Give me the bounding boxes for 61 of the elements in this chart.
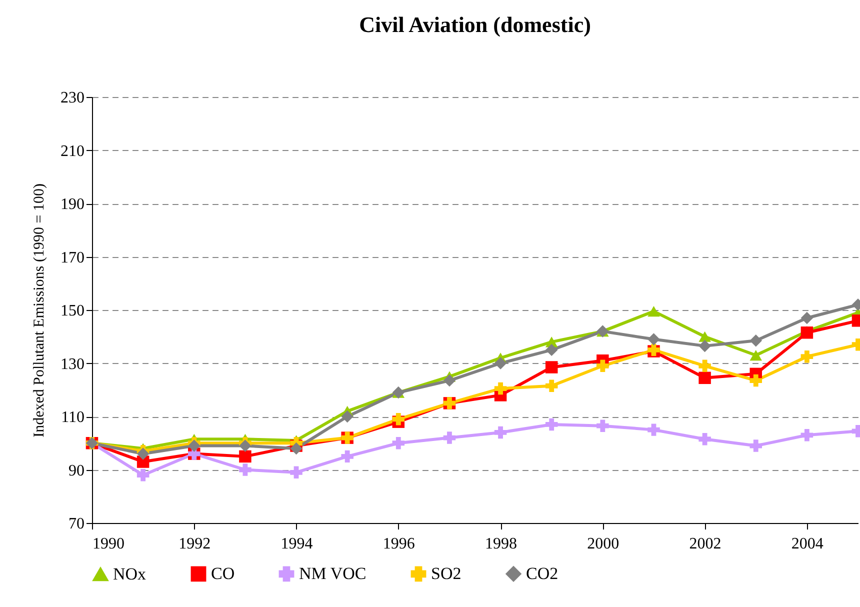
point bbox=[443, 374, 456, 387]
legend-label: CO2 bbox=[526, 564, 558, 583]
point bbox=[750, 334, 762, 347]
point bbox=[800, 350, 814, 363]
y-tick-label: 190 bbox=[60, 196, 84, 213]
point bbox=[136, 468, 150, 482]
point bbox=[494, 357, 507, 370]
point bbox=[392, 413, 405, 426]
y-tick-label: 230 bbox=[60, 90, 84, 106]
y-tick-label: 150 bbox=[60, 302, 84, 320]
point bbox=[648, 306, 660, 317]
point bbox=[545, 418, 558, 431]
legend-label: NM VOC bbox=[299, 564, 366, 583]
point bbox=[648, 333, 660, 346]
point bbox=[698, 331, 711, 342]
x-tick-label: 1992 bbox=[178, 536, 211, 552]
y-tick-label: 70 bbox=[68, 516, 84, 532]
point bbox=[698, 360, 711, 372]
x-tick-label: 1990 bbox=[92, 536, 124, 552]
point bbox=[239, 450, 252, 463]
y-tick-label: 110 bbox=[61, 409, 84, 426]
point bbox=[392, 437, 405, 450]
legend-label: SO2 bbox=[431, 564, 462, 583]
x-tick-label: 1998 bbox=[485, 536, 518, 552]
point bbox=[800, 429, 814, 442]
point bbox=[698, 372, 711, 384]
legend-label: CO bbox=[211, 564, 235, 583]
x-tick-label: 2000 bbox=[587, 536, 620, 552]
y-tick-label: 130 bbox=[60, 356, 84, 373]
point bbox=[494, 382, 507, 395]
point bbox=[239, 464, 252, 476]
chart-title: Civil Aviation (domestic) bbox=[359, 12, 591, 37]
point bbox=[239, 440, 252, 452]
point bbox=[698, 340, 711, 352]
point bbox=[800, 312, 814, 324]
x-tick-label: 1994 bbox=[280, 536, 313, 552]
y-tick-label: 90 bbox=[68, 462, 84, 480]
point bbox=[290, 466, 302, 479]
x-tick-label: 1996 bbox=[382, 536, 415, 552]
point bbox=[750, 350, 762, 361]
point bbox=[545, 380, 558, 392]
point bbox=[596, 360, 609, 372]
y-axis-title: Indexed Pollutant Emissions (1990 = 100) bbox=[32, 184, 48, 438]
y-tick-label: 210 bbox=[60, 142, 84, 160]
point bbox=[545, 344, 558, 356]
point bbox=[341, 410, 354, 423]
point bbox=[698, 433, 711, 446]
point bbox=[341, 450, 354, 463]
point bbox=[443, 432, 456, 444]
point bbox=[750, 374, 762, 387]
legend-label: NOx bbox=[113, 564, 147, 584]
x-tick-label: 2004 bbox=[791, 536, 824, 552]
point bbox=[750, 440, 762, 452]
point bbox=[648, 424, 660, 436]
y-tick-label: 170 bbox=[60, 249, 84, 266]
point bbox=[136, 448, 150, 460]
point bbox=[494, 426, 507, 439]
point bbox=[290, 442, 302, 455]
x-tick-label: 2002 bbox=[689, 536, 722, 552]
point bbox=[545, 361, 558, 374]
point bbox=[596, 420, 609, 432]
